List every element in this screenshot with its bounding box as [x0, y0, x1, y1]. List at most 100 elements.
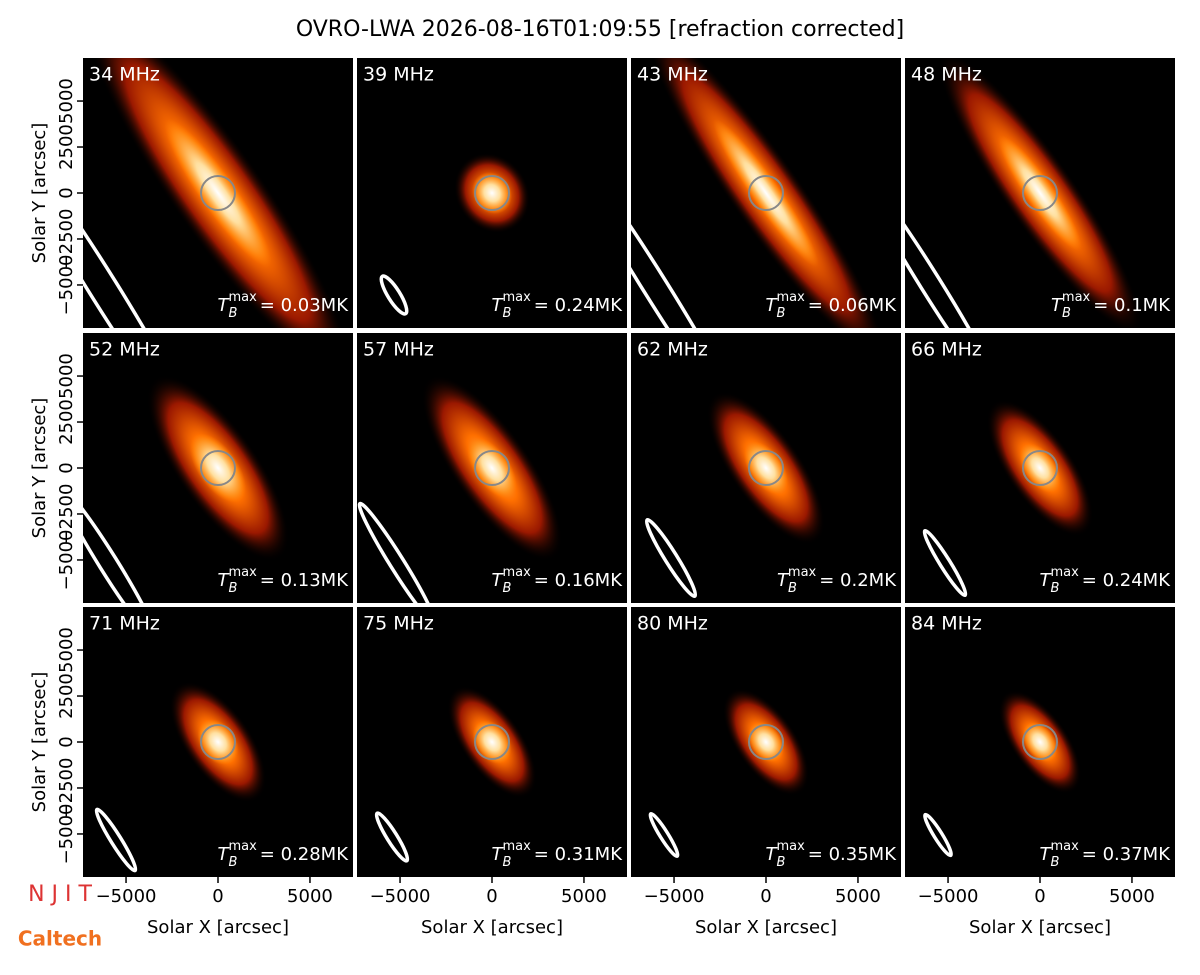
panel-title: 62 MHz	[637, 339, 708, 361]
panel	[357, 333, 627, 603]
panel	[83, 333, 353, 603]
symbol-sup: max	[228, 565, 257, 580]
symbol-sup: max	[502, 290, 531, 305]
panel	[905, 58, 1175, 328]
annotation: TBmax = 0.24MK	[492, 290, 624, 321]
x-axis-label: Solar X [arcsec]	[969, 917, 1111, 938]
symbol-sup: max	[776, 839, 805, 854]
solar-limb	[200, 724, 236, 760]
x-tick-label: −5000	[370, 886, 431, 907]
y-tick-label: −2500	[56, 758, 77, 819]
x-tick-label: 5000	[287, 886, 333, 907]
symbol-sub: B	[503, 306, 512, 321]
solar-limb	[474, 450, 510, 486]
symbol-sub: B	[229, 581, 238, 596]
annotation-value: = 0.16MK	[534, 570, 623, 591]
symbol-sup: max	[228, 290, 257, 305]
emission-core	[189, 433, 247, 503]
annotation-value: = 0.31MK	[534, 844, 623, 865]
y-tick-label: 0	[56, 462, 77, 473]
solar-limb	[474, 175, 510, 211]
panel	[631, 607, 901, 877]
panel-title: 48 MHz	[911, 64, 982, 86]
beam	[648, 811, 680, 859]
beam	[631, 150, 744, 328]
y-tick-label: 5000	[56, 353, 77, 399]
x-tick-label: 0	[212, 886, 223, 907]
logo-caltech: Caltech	[18, 927, 102, 951]
annotation: TBmax = 0.13MK	[218, 565, 350, 596]
beam	[357, 501, 437, 603]
annotation-value: = 0.37MK	[1082, 844, 1171, 865]
symbol: T	[1040, 570, 1053, 591]
y-tick-label: −2500	[56, 484, 77, 545]
solar-limb	[748, 724, 784, 760]
y-axis-label: Solar Y [arcsec]	[29, 672, 50, 813]
emission-core	[467, 437, 517, 499]
x-axis-label: Solar X [arcsec]	[695, 917, 837, 938]
symbol: T	[492, 295, 505, 316]
annotation: TBmax = 0.28MK	[218, 839, 350, 870]
panel-title: 34 MHz	[89, 64, 160, 86]
symbol: T	[766, 844, 779, 865]
x-axis-label: Solar X [arcsec]	[147, 917, 289, 938]
annotation-value: = 0.06MK	[808, 295, 897, 316]
x-tick-label: 5000	[835, 886, 881, 907]
logo-njit: N J I T	[28, 882, 92, 907]
annotation: TBmax = 0.24MK	[1040, 565, 1172, 596]
annotation-value: = 0.28MK	[260, 844, 349, 865]
panel	[631, 58, 901, 328]
solar-limb	[474, 724, 510, 760]
symbol-sub: B	[503, 855, 512, 870]
figure-title: OVRO-LWA 2026-08-16T01:09:55 [refraction…	[296, 17, 904, 42]
beam	[644, 517, 698, 599]
symbol-sup: max	[502, 839, 531, 854]
panel-title: 57 MHz	[363, 339, 434, 361]
x-tick-label: −5000	[644, 886, 705, 907]
panel-title: 84 MHz	[911, 613, 982, 635]
emission-core	[747, 721, 785, 763]
y-tick-label: −5000	[56, 255, 77, 316]
annotation-value: = 0.35MK	[808, 844, 897, 865]
panel	[357, 58, 627, 328]
annotation-value: = 0.13MK	[260, 570, 349, 591]
panel	[83, 607, 353, 877]
panel-title: 75 MHz	[363, 613, 434, 635]
beam	[83, 141, 196, 328]
symbol: T	[218, 570, 231, 591]
y-tick-label: 2500	[56, 399, 77, 445]
panel	[357, 607, 627, 877]
panel-title: 80 MHz	[637, 613, 708, 635]
y-axis-label: Solar Y [arcsec]	[29, 123, 50, 264]
annotation-value: = 0.24MK	[534, 295, 623, 316]
y-tick-label: 5000	[56, 627, 77, 673]
symbol: T	[218, 844, 231, 865]
symbol-sub: B	[1051, 581, 1060, 596]
symbol-sup: max	[788, 565, 817, 580]
panel	[631, 333, 901, 603]
x-tick-label: −5000	[918, 886, 979, 907]
panel-title: 43 MHz	[637, 64, 708, 86]
solar-limb	[1022, 450, 1058, 486]
panel	[83, 58, 353, 328]
symbol-sub: B	[229, 306, 238, 321]
beam	[923, 812, 953, 858]
annotation-value: = 0.03MK	[260, 295, 349, 316]
solar-limb	[200, 450, 236, 486]
annotation: TBmax = 0.35MK	[766, 839, 898, 870]
beam	[905, 170, 1002, 328]
symbol: T	[218, 295, 231, 316]
symbol-sub: B	[777, 306, 786, 321]
annotation: TBmax = 0.03MK	[218, 290, 350, 321]
symbol: T	[1051, 295, 1064, 316]
symbol-sup: max	[1050, 565, 1079, 580]
emission-core	[713, 118, 819, 268]
y-tick-label: −2500	[56, 209, 77, 270]
panel	[905, 333, 1175, 603]
solar-limb	[200, 175, 236, 211]
solar-limb	[748, 450, 784, 486]
emission-core	[164, 118, 272, 268]
annotation-value: = 0.2MK	[819, 570, 897, 591]
symbol-sup: max	[228, 839, 257, 854]
panel	[905, 607, 1175, 877]
